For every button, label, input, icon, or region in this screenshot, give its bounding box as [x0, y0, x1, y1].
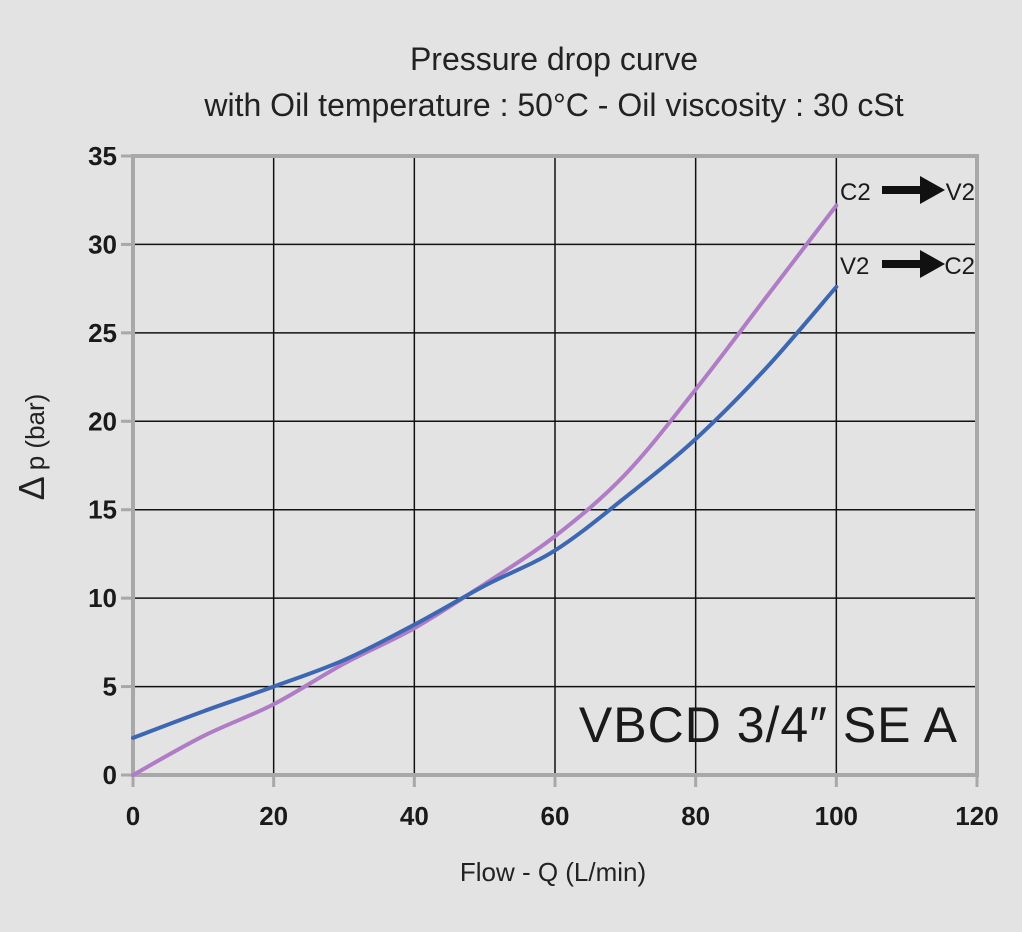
- x-tick-label: 100: [815, 801, 858, 831]
- y-axis-label: p (bar): [20, 394, 50, 471]
- series-labels: C2 V2 V2 C2: [840, 176, 975, 280]
- x-tick-label: 120: [955, 801, 998, 831]
- y-tick-label: 10: [88, 583, 117, 613]
- arrow-head-icon: [920, 176, 945, 204]
- x-tick-label: 20: [259, 801, 288, 831]
- y-tick-label: 0: [103, 760, 117, 790]
- series-line-c2-v2: [131, 203, 839, 777]
- series-label-c2-v2: C2 V2: [840, 176, 975, 206]
- series-line-v2-c2: [131, 284, 839, 740]
- y-tick-label: 25: [88, 318, 117, 348]
- y-tick-label: 15: [88, 495, 117, 525]
- arrow-shaft: [882, 186, 922, 194]
- series-label-to: V2: [946, 179, 975, 206]
- x-tick-label: 0: [126, 801, 140, 831]
- grid-lines: [131, 154, 979, 777]
- y-tick-label: 20: [88, 406, 117, 436]
- chart-title: Pressure drop curve: [410, 41, 698, 77]
- series-layer: [131, 203, 839, 777]
- x-tick-label: 80: [681, 801, 710, 831]
- series-label-from: V2: [840, 253, 869, 280]
- y-tick-label: 30: [88, 229, 117, 259]
- arrow-shaft: [882, 260, 922, 268]
- x-axis-ticks: 0 20 40 60 80 100 120: [126, 775, 999, 831]
- chart-subtitle: with Oil temperature : 50°C - Oil viscos…: [203, 87, 903, 123]
- y-tick-label: 5: [103, 672, 117, 702]
- x-tick-label: 60: [541, 801, 570, 831]
- arrow-head-icon: [920, 250, 945, 278]
- svg-text:Δp (bar): Δp (bar): [11, 394, 52, 501]
- series-label-v2-c2: V2 C2: [840, 250, 975, 280]
- y-axis-label-group: Δp (bar): [11, 394, 52, 501]
- y-tick-label: 35: [88, 141, 117, 171]
- y-axis-ticks: 0 5 10 15 20 25 30 35: [88, 141, 133, 790]
- series-label-to: C2: [944, 253, 975, 280]
- x-axis-label: Flow - Q (L/min): [460, 857, 646, 887]
- model-annotation: VBCD 3/4″ SE A: [579, 697, 958, 753]
- x-tick-label: 40: [400, 801, 429, 831]
- series-label-from: C2: [840, 179, 871, 206]
- y-axis-label-symbol: Δ: [11, 476, 52, 500]
